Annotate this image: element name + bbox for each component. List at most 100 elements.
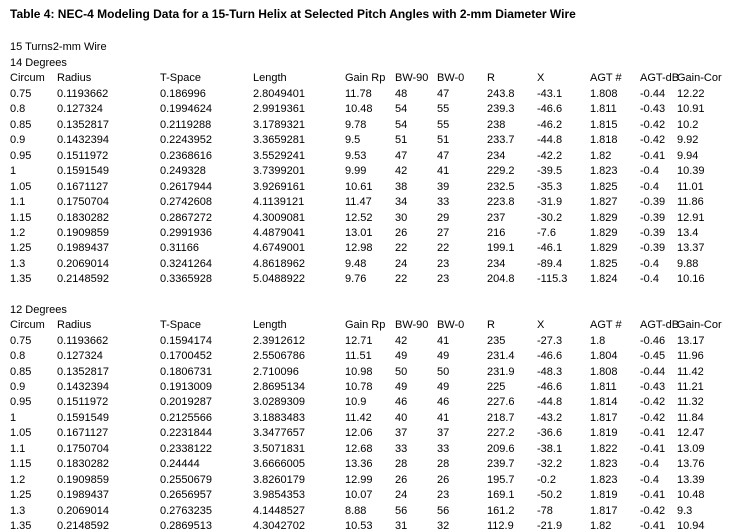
table-cell: 0.95: [10, 396, 32, 409]
table-cell: 22: [437, 242, 450, 255]
table-cell: 195.7: [487, 473, 515, 486]
table-cell: 0.2069014: [57, 257, 109, 270]
table-cell: 11.32: [677, 396, 704, 409]
table-cell: 1.817: [590, 411, 618, 424]
table-cell: 11.78: [345, 87, 372, 100]
table-cell: -50.2: [537, 489, 563, 502]
table-cell: -0.45: [640, 350, 666, 363]
table-cell: 28: [437, 458, 450, 471]
table-cell: 2.8049401: [253, 87, 305, 100]
table-cell: 4.8618962: [253, 257, 305, 270]
table-cell: 0.2550679: [160, 473, 212, 486]
table-cell: 1.822: [590, 442, 618, 455]
table-cell: 13.01: [345, 226, 373, 239]
table-cell: 32: [437, 520, 450, 530]
table-row: 1.35 0.2148592 0.3365928 5.0488922 9.76 22 23 2…: [10, 272, 750, 287]
table-cell: 2.3912612: [253, 334, 305, 347]
table-cell: 13.4: [677, 226, 699, 239]
table-cell: 5.0488922: [253, 273, 305, 286]
table-cell: 233.7: [487, 134, 515, 147]
turns-wire-line: 15 Turns2-mm Wire: [10, 41, 107, 53]
table-cell: -7.6: [537, 226, 556, 239]
table-cell: 161.2: [487, 504, 515, 517]
table-cell: 234: [487, 257, 506, 270]
data-sections: 14 Degrees Circum Radius T-Space Length Gain …: [10, 56, 750, 530]
column-header: Gain Rp: [345, 319, 386, 332]
table-cell: 0.2243952: [160, 134, 212, 147]
table-cell: -46.2: [537, 118, 563, 131]
table-cell: 0.2656957: [160, 489, 212, 502]
table-cell: 0.1806731: [160, 365, 212, 378]
table-cell: 12.47: [677, 427, 705, 440]
table-cell: 12.06: [345, 427, 373, 440]
table-cell: -0.42: [640, 396, 666, 409]
table-cell: 0.2119288: [160, 118, 212, 131]
table-cell: 24: [395, 257, 408, 270]
table-cell: 37: [395, 427, 408, 440]
table-cell: 1.82: [590, 149, 612, 162]
table-cell: 1: [10, 165, 17, 178]
table-cell: 0.1511972: [57, 396, 109, 409]
table-cell: 38: [395, 180, 408, 193]
data-table: Circum Radius T-Space Length Gain Rp BW-90 BW-…: [10, 71, 750, 287]
table-cell: 28: [395, 458, 408, 471]
table-cell: 41: [437, 334, 450, 347]
table-cell: 12.91: [677, 211, 705, 224]
table-row: 1.2 0.1909859 0.2991936 4.4879041 13.01 26 27 2…: [10, 226, 750, 241]
table-cell: 0.2763235: [160, 504, 212, 517]
table-cell: 11.47: [345, 196, 372, 209]
table-cell: 12.52: [345, 211, 373, 224]
table-cell: 13.17: [677, 334, 705, 347]
table-cell: 1.815: [590, 118, 618, 131]
table-cell: 46: [395, 396, 408, 409]
table-cell: -31.9: [537, 196, 563, 209]
table-cell: -0.46: [640, 334, 666, 347]
table-cell: 1.818: [590, 134, 618, 147]
table-cell: 51: [437, 134, 450, 147]
table-row: 1.1 0.1750704 0.2338122 3.5071831 12.68 33 33 2…: [10, 442, 750, 457]
table-cell: 11.84: [677, 411, 704, 424]
table-cell: 0.2338122: [160, 442, 212, 455]
table-cell: -115.3: [537, 273, 568, 286]
table-cell: 1.2: [10, 226, 26, 239]
table-cell: 0.2617944: [160, 180, 212, 193]
column-header: Length: [253, 72, 287, 85]
table-cell: 1.817: [590, 504, 618, 517]
table-cell: 23: [437, 273, 450, 286]
table-cell: 33: [437, 442, 450, 455]
turns-count-label: 15 Turns: [10, 41, 53, 53]
table-cell: 47: [437, 87, 450, 100]
table-cell: 3.9269161: [253, 180, 305, 193]
table-row: 0.95 0.1511972 0.2368616 3.5529241 9.53 47 47 2…: [10, 149, 750, 164]
table-cell: 227.2: [487, 427, 515, 440]
table-cell: -44.8: [537, 134, 563, 147]
table-cell: 1.829: [590, 242, 618, 255]
table-cell: 0.2069014: [57, 504, 109, 517]
table-cell: -0.39: [640, 196, 666, 209]
table-cell: 1.35: [10, 520, 32, 530]
table-cell: 4.4879041: [253, 226, 305, 239]
column-header: Gain-Cor: [677, 72, 722, 85]
table-cell: 0.2231844: [160, 427, 212, 440]
data-table: Circum Radius T-Space Length Gain Rp BW-90 BW-…: [10, 318, 750, 530]
table-cell: -0.41: [640, 149, 666, 162]
table-cell: 29: [437, 211, 450, 224]
table-cell: 1.15: [10, 458, 32, 471]
table-cell: -43.2: [537, 411, 563, 424]
table-cell: 3.5529241: [253, 149, 305, 162]
table-cell: 10.9: [345, 396, 367, 409]
column-header: X: [537, 319, 545, 332]
table-cell: 1.825: [590, 257, 618, 270]
table-cell: 13.37: [677, 242, 705, 255]
table-cell: 3.5071831: [253, 442, 305, 455]
table-cell: 9.78: [345, 118, 367, 131]
table-cell: 112.9: [487, 520, 514, 530]
table-cell: 1.823: [590, 165, 618, 178]
table-cell: 239.3: [487, 103, 515, 116]
table-cell: 0.1913009: [160, 381, 212, 394]
table-cell: -38.1: [537, 442, 563, 455]
table-cell: 243.8: [487, 87, 515, 100]
table-cell: 12.68: [345, 442, 373, 455]
table-cell: 1.804: [590, 350, 618, 363]
column-header: BW-0: [437, 319, 465, 332]
